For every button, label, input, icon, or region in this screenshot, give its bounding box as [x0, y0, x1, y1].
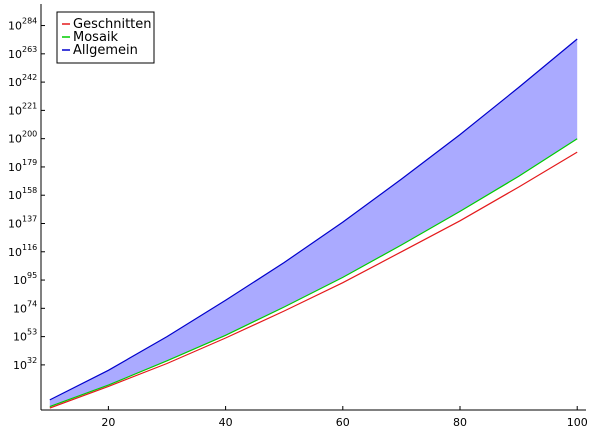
y-tick-exponent: 200: [22, 130, 37, 139]
y-tick-label: 10: [8, 189, 22, 202]
series-line-allgemein: [49, 38, 578, 401]
y-tick-label: 10: [8, 76, 22, 89]
y-tick-exponent: 137: [22, 214, 37, 223]
x-tick-label: 80: [453, 416, 467, 429]
y-tick-label: 10: [8, 161, 22, 174]
y-tick-label: 10: [8, 104, 22, 117]
y-tick-label: 10: [8, 48, 22, 61]
legend-label-mosaik: Mosaik: [73, 30, 119, 45]
legend-label-allgemein: Allgemein: [73, 43, 138, 58]
axes: [40, 4, 586, 411]
y-tick-exponent: 53: [27, 328, 37, 337]
y-tick-exponent: 242: [22, 73, 37, 82]
series-lines: [49, 38, 578, 409]
series-line-mosaik: [49, 138, 578, 408]
x-tick-label: 20: [101, 416, 115, 429]
y-tick-exponent: 32: [27, 356, 37, 365]
x-tick-label: 100: [567, 416, 588, 429]
y-tick-exponent: 263: [22, 45, 37, 54]
y-tick-label: 10: [13, 302, 27, 315]
fill-between-band: [49, 39, 578, 407]
x-tick-label: 40: [219, 416, 233, 429]
y-tick-exponent: 179: [22, 158, 37, 167]
y-tick-label: 10: [13, 359, 27, 372]
x-ticks: 20 40 60 80 100: [101, 406, 588, 429]
fill-between-area: [49, 39, 578, 407]
y-tick-exponent: 95: [27, 271, 37, 280]
y-tick-label: 10: [8, 133, 22, 146]
legend-label-geschnitten: Geschnitten: [73, 17, 152, 32]
y-tick-exponent: 284: [22, 17, 37, 26]
y-tick-label: 10: [8, 246, 22, 259]
y-tick-label: 10: [8, 217, 22, 230]
y-tick-label: 10: [8, 20, 22, 33]
y-tick-exponent: 221: [22, 101, 37, 110]
y-tick-label: 10: [13, 331, 27, 344]
legend-box: [56, 11, 155, 64]
y-tick-exponent: 116: [22, 243, 37, 252]
y-tick-exponent: 158: [22, 186, 37, 195]
series-line-geschnitten: [49, 151, 578, 409]
y-tick-label: 10: [13, 274, 27, 287]
y-tick-exponent: 74: [27, 299, 37, 308]
x-tick-label: 60: [336, 416, 350, 429]
